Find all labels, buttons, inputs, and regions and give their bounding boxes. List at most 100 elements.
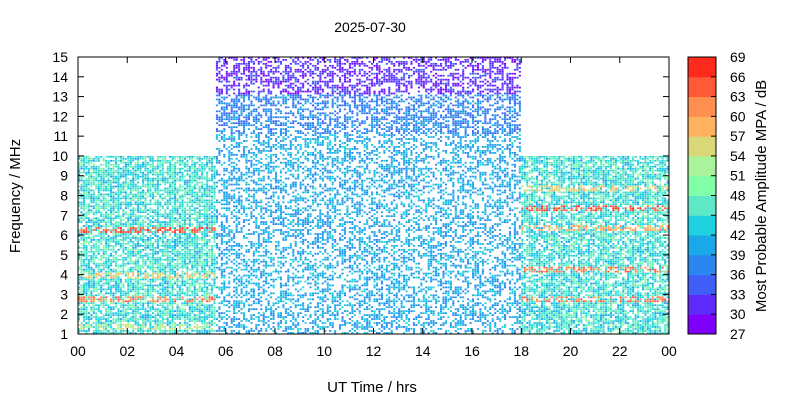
heatmap-cell [245,90,248,93]
heatmap-cell [87,175,90,178]
heatmap-cell [220,235,223,237]
heatmap-cell [142,294,145,297]
heatmap-cell [122,191,125,194]
heatmap-cell [159,310,162,313]
heatmap-cell [223,108,226,111]
heatmap-cell [213,310,216,313]
heatmap-cell [87,298,90,301]
heatmap-cell [146,276,150,279]
heatmap-cell [186,163,189,166]
heatmap-cell [171,211,174,214]
heatmap-cell [174,155,177,158]
heatmap-cell [129,324,132,326]
heatmap-cell [215,171,218,174]
heatmap-cell [171,312,174,315]
heatmap-cell [166,248,169,251]
heatmap-cell [223,144,226,146]
heatmap-cell [235,217,238,220]
heatmap-cell [78,195,81,198]
heatmap-cell [171,276,174,279]
heatmap-cell [85,266,88,269]
heatmap-cell [250,179,253,182]
heatmap-cell [85,197,88,200]
heatmap-cell [112,276,115,279]
heatmap-cell [240,201,243,204]
heatmap-cell [206,318,209,320]
heatmap-cell [92,308,95,311]
heatmap-cell [215,173,218,176]
heatmap-cell [137,229,140,231]
heatmap-cell [139,227,142,229]
heatmap-cell [250,322,253,324]
heatmap-cell [225,112,228,115]
heatmap-cell [169,155,172,158]
heatmap-cell [122,304,125,307]
heatmap-cell [85,252,88,255]
heatmap-cell [161,312,164,315]
heatmap-cell [82,276,86,279]
heatmap-cell [174,328,177,330]
heatmap-cell [161,165,164,168]
heatmap-cell [137,195,140,198]
heatmap-cell [188,175,191,178]
heatmap-cell [206,203,209,206]
heatmap-cell [149,221,152,223]
heatmap-cell [112,239,115,241]
heatmap-cell [114,322,118,324]
heatmap-cell [178,203,182,206]
heatmap-cell [176,256,179,259]
heatmap-cell [196,199,199,202]
heatmap-cell [208,167,211,170]
heatmap-cell [161,173,164,176]
heatmap-cell [193,163,196,166]
heatmap-cell [230,332,233,334]
heatmap-cell [206,262,209,265]
heatmap-cell [228,149,231,152]
heatmap-cell [124,320,127,322]
heatmap-cell [169,171,172,174]
heatmap-cell [114,215,118,218]
heatmap-cell [102,272,105,275]
heatmap-cell [208,268,211,271]
heatmap-cell [117,254,120,257]
heatmap-cell [250,171,253,174]
heatmap-cell [146,195,150,198]
heatmap-cell [198,282,201,285]
heatmap-cell [220,130,223,132]
heatmap-cell [186,181,189,184]
heatmap-cell [245,262,248,265]
heatmap-cell [149,177,152,180]
heatmap-cell [193,250,196,253]
heatmap-cell [176,296,179,299]
heatmap-cell [146,231,150,233]
heatmap-cell [92,207,95,210]
heatmap-cell [242,60,246,63]
heatmap-cell [92,195,95,198]
heatmap-cell [97,233,100,235]
heatmap-cell [203,227,206,229]
heatmap-cell [210,167,214,170]
heatmap-cell [186,197,189,200]
heatmap-cell [114,205,118,208]
heatmap-cell [144,248,147,251]
heatmap-cell [196,177,199,180]
heatmap-cell [122,201,125,204]
heatmap-cell [164,318,167,320]
heatmap-cell [230,70,233,73]
heatmap-cell [139,328,142,330]
heatmap-cell [159,288,162,291]
heatmap-cell [154,195,157,198]
heatmap-cell [250,318,253,320]
heatmap-cell [124,203,127,206]
heatmap-cell [196,213,199,216]
heatmap-cell [223,76,226,79]
heatmap-cell [174,213,177,216]
heatmap-cell [127,183,130,186]
heatmap-cell [156,159,159,162]
heatmap-cell [164,215,167,218]
heatmap-cell [90,225,93,227]
heatmap-cell [107,235,110,237]
heatmap-cell [238,70,241,73]
heatmap-cell [223,122,226,125]
heatmap-cell [159,205,162,208]
